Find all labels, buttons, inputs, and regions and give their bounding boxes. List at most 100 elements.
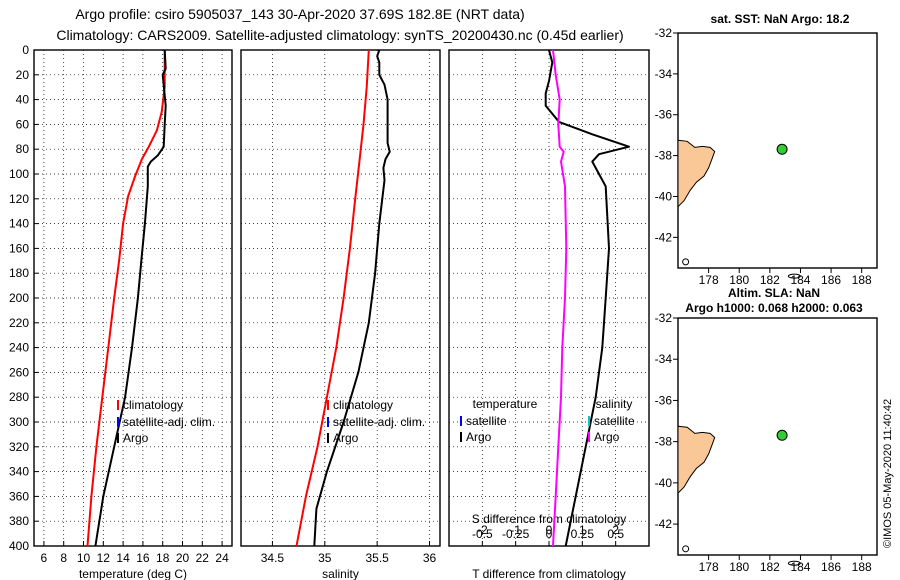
altimetry-map-subtitle: Argo h1000: 0.068 h2000: 0.063 — [685, 301, 863, 315]
salinity-panel-xlabel: salinity — [322, 567, 359, 580]
depth-tick-label: 60 — [16, 117, 30, 131]
depth-tick-label: 140 — [9, 217, 29, 231]
difference-t-tick-label: 0 — [546, 523, 553, 537]
difference-s-tick-label: -0.25 — [502, 527, 530, 541]
depth-tick-label: 340 — [9, 465, 29, 479]
difference-s-tick-label: -0.5 — [472, 527, 493, 541]
sst-map-xtick-label: 180 — [729, 273, 749, 287]
salinity-panel-xtick-label: 36 — [423, 551, 437, 565]
sst-map-xtick-label: 182 — [760, 273, 780, 287]
sst-map-xtick-label: 188 — [852, 273, 872, 287]
difference-s-tick-label: 0.5 — [607, 527, 624, 541]
difference-legend-t-satellite-label: satellite — [466, 414, 507, 428]
sst-map-ytick-label: -34 — [655, 67, 673, 81]
salinity-argo-line — [313, 49, 391, 547]
depth-tick-label: 160 — [9, 241, 29, 255]
difference-salinity-line — [552, 49, 568, 547]
altimetry-map-xtick-label: 182 — [760, 560, 780, 574]
sst-map-xtick-label: 178 — [699, 273, 719, 287]
imos-timestamp: ©IMOS 05-May-2020 11:40:42 — [882, 399, 894, 548]
temperature-legend-climatology-label: climatology — [123, 398, 183, 412]
title-line-2: Climatology: CARS2009. Satellite-adjuste… — [56, 27, 623, 43]
depth-tick-label: 360 — [9, 489, 29, 503]
altimetry-map-xtick-label: 186 — [821, 560, 841, 574]
depth-tick-label: 20 — [16, 68, 30, 82]
temperature-panel-xtick-label: 10 — [77, 551, 91, 565]
depth-tick-label: 120 — [9, 192, 29, 206]
temperature-panel-xtick-label: 12 — [97, 551, 111, 565]
salinity-panel-xtick-label: 35 — [318, 551, 332, 565]
altimetry-map-ytick-label: -34 — [655, 352, 673, 366]
altimetry-map-xtick-label: 188 — [852, 560, 872, 574]
sst-map-ytick-label: -40 — [655, 189, 673, 203]
altimetry-map-xtick-label: 178 — [699, 560, 719, 574]
depth-tick-label: 320 — [9, 440, 29, 454]
difference-s-axis-title: S difference from climatology — [472, 512, 627, 526]
salinity-legend-argo-label: Argo — [333, 431, 359, 445]
difference-t-tick-label: 1 — [579, 523, 586, 537]
depth-tick-label: 280 — [9, 390, 29, 404]
temperature-panel-xtick-label: 6 — [41, 551, 48, 565]
depth-tick-label: 220 — [9, 316, 29, 330]
sst-map-island — [682, 258, 690, 266]
difference-t-tick-label: -2 — [477, 523, 488, 537]
depth-tick-label: 200 — [9, 291, 29, 305]
altimetry-map-xtick-label: 184 — [790, 560, 810, 574]
temperature-panel-xtick-label: 16 — [136, 551, 150, 565]
difference-legend-s-argo-label: Argo — [594, 430, 620, 444]
temperature-legend-argo-label: Argo — [123, 431, 149, 445]
sst-map-ytick-label: -38 — [655, 149, 673, 163]
salinity-panel-xtick-label: 35.5 — [365, 551, 389, 565]
altimetry-map-ytick-label: -40 — [655, 476, 673, 490]
salinity-climatology-line — [295, 49, 370, 547]
altimetry-map-island — [682, 545, 690, 553]
depth-tick-label: 240 — [9, 341, 29, 355]
depth-tick-label: 180 — [9, 266, 29, 280]
salinity-panel-xtick-label: 34.5 — [261, 551, 285, 565]
difference-legend-temperature-header: temperature — [473, 397, 538, 411]
salinity-legend-climatology-label: climatology — [333, 398, 393, 412]
salinity-legend-satellite-label: satellite-adj. clim. — [333, 415, 425, 429]
temperature-legend-satellite-label: satellite-adj. clim. — [123, 415, 215, 429]
altimetry-map-float-marker — [776, 429, 788, 441]
title-line-1: Argo profile: csiro 5905037_143 30-Apr-2… — [75, 6, 524, 22]
difference-legend-salinity-header: salinity — [596, 397, 633, 411]
altimetry-map-title: Altim. SLA: NaN — [728, 286, 820, 300]
difference-t-tick-label: 2 — [612, 523, 619, 537]
difference-t-tick-label: -1 — [510, 523, 521, 537]
sst-map-xtick-label: 184 — [790, 273, 810, 287]
difference-s-tick-label: 0 — [546, 527, 553, 541]
difference-s-tick-label: 0.25 — [571, 527, 595, 541]
temperature-panel-xtick-label: 22 — [196, 551, 210, 565]
sst-map-ytick-label: -36 — [655, 108, 673, 122]
depth-tick-label: 380 — [9, 514, 29, 528]
sst-map-xtick-label: 186 — [821, 273, 841, 287]
temperature-panel-xlabel: temperature (deg C) — [79, 567, 187, 580]
temperature-panel-xtick-label: 8 — [60, 551, 67, 565]
sst-map-ytick-label: -32 — [655, 26, 673, 40]
sst-map-ytick-label: -42 — [655, 230, 673, 244]
depth-tick-label: 80 — [16, 142, 30, 156]
depth-tick-label: 40 — [16, 93, 30, 107]
difference-legend-t-argo-label: Argo — [466, 430, 492, 444]
altimetry-map-ytick-label: -42 — [655, 517, 673, 531]
temperature-panel-xtick-label: 14 — [116, 551, 130, 565]
difference-temperature-line — [544, 49, 630, 547]
altimetry-map-land — [677, 425, 716, 495]
sst-map-land — [677, 139, 716, 208]
altimetry-map-island — [787, 560, 801, 566]
salinity-panel-frame — [240, 49, 441, 547]
altimetry-map-xtick-label: 180 — [729, 560, 749, 574]
depth-tick-label: 0 — [22, 43, 29, 57]
depth-tick-label: 400 — [9, 539, 29, 553]
difference-legend-s-satellite-label: satellite — [594, 414, 635, 428]
altimetry-map-ytick-label: -36 — [655, 393, 673, 407]
temperature-panel-xtick-label: 18 — [156, 551, 170, 565]
depth-tick-label: 100 — [9, 167, 29, 181]
altimetry-map-ytick-label: -32 — [655, 311, 673, 325]
temperature-argo-line — [94, 49, 167, 547]
temperature-panel-xtick-label: 24 — [215, 551, 229, 565]
temperature-panel-xtick-label: 20 — [176, 551, 190, 565]
depth-tick-label: 300 — [9, 415, 29, 429]
